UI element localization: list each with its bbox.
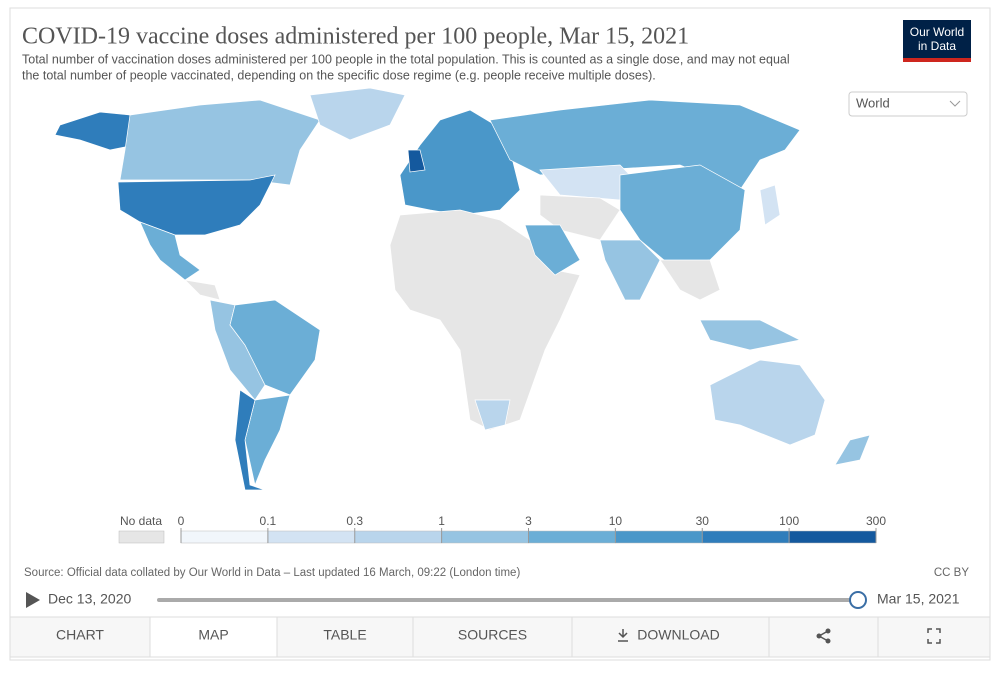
play-button[interactable] — [26, 592, 40, 608]
tab-label: CHART — [56, 627, 104, 643]
country[interactable] — [119, 99, 321, 186]
country[interactable] — [759, 184, 781, 226]
country[interactable] — [389, 209, 581, 431]
legend-label: 3 — [525, 514, 532, 528]
share-dot — [816, 633, 822, 639]
country[interactable] — [709, 359, 826, 446]
country[interactable] — [474, 399, 511, 431]
country[interactable] — [399, 109, 521, 216]
timeline-start: Dec 13, 2020 — [48, 591, 131, 607]
timeline-end: Mar 15, 2021 — [877, 591, 960, 607]
legend-label: 0.1 — [260, 514, 277, 528]
country[interactable] — [309, 87, 406, 141]
title: COVID-19 vaccine doses administered per … — [22, 24, 689, 50]
logo-box — [903, 20, 971, 60]
tab-label: SOURCES — [458, 627, 527, 643]
timeline: Dec 13, 2020 Mar 15, 2021 — [26, 591, 960, 609]
tab[interactable] — [412, 616, 573, 658]
legend-swatch — [180, 530, 269, 544]
tab-label: DOWNLOAD — [637, 627, 719, 643]
legend-label: 0 — [178, 514, 185, 528]
country[interactable] — [599, 239, 661, 301]
subtitle: Total number of vaccination doses admini… — [22, 52, 790, 66]
select-arrow — [949, 100, 961, 107]
timeline-track[interactable] — [157, 598, 858, 602]
no-data-label: No data — [120, 514, 162, 528]
legend-swatch — [354, 530, 442, 544]
country[interactable] — [117, 174, 276, 236]
license: CC BY — [934, 567, 969, 579]
legend-label: 30 — [696, 514, 710, 528]
timeline-handle[interactable] — [849, 591, 867, 609]
country[interactable] — [659, 259, 721, 301]
logo-bar — [903, 58, 971, 62]
legend-swatch — [441, 530, 529, 544]
subtitle: the total number of people vaccinated, d… — [22, 68, 656, 82]
country[interactable] — [489, 99, 801, 191]
country[interactable] — [407, 149, 426, 173]
legend-label: 1 — [438, 514, 445, 528]
map — [54, 87, 871, 491]
legend: No data 0 0.1 0.3 1 3 10 30 100 300 — [118, 514, 886, 544]
select-box — [848, 91, 968, 117]
legend-label: 0.3 — [346, 514, 363, 528]
tab[interactable] — [571, 616, 770, 658]
region-select[interactable]: World — [848, 91, 968, 117]
country[interactable] — [524, 224, 581, 276]
tab-label: MAP — [198, 627, 228, 643]
download-icon — [618, 629, 628, 642]
legend-swatch — [615, 530, 703, 544]
tab-label: TABLE — [323, 627, 366, 643]
country[interactable] — [699, 319, 802, 351]
country[interactable] — [139, 221, 201, 281]
legend-swatch — [702, 530, 790, 544]
legend-label: 100 — [779, 514, 799, 528]
country[interactable] — [834, 434, 871, 466]
fullscreen-icon — [927, 628, 941, 644]
legend-swatch — [788, 530, 877, 544]
country[interactable] — [54, 111, 136, 151]
tab[interactable] — [877, 616, 991, 658]
source: Source: Official data collated by Our Wo… — [24, 567, 520, 579]
logo[interactable]: Our World in Data — [903, 20, 971, 62]
share-dot — [825, 638, 831, 644]
select-text: World — [856, 95, 890, 110]
logo-text: Our World — [910, 25, 964, 39]
tab[interactable] — [768, 616, 879, 658]
legend-label: 300 — [866, 514, 886, 528]
country[interactable] — [234, 389, 266, 491]
logo-text: in Data — [918, 39, 956, 53]
legend-label: 10 — [609, 514, 623, 528]
share-dot — [825, 628, 831, 634]
tab[interactable] — [276, 616, 414, 658]
country[interactable] — [183, 279, 221, 301]
tabs: CHART MAP TABLE SOURCES DOWNLOAD — [9, 616, 991, 658]
legend-swatch — [267, 530, 355, 544]
legend-swatch — [528, 530, 616, 544]
no-data-swatch — [118, 530, 165, 544]
